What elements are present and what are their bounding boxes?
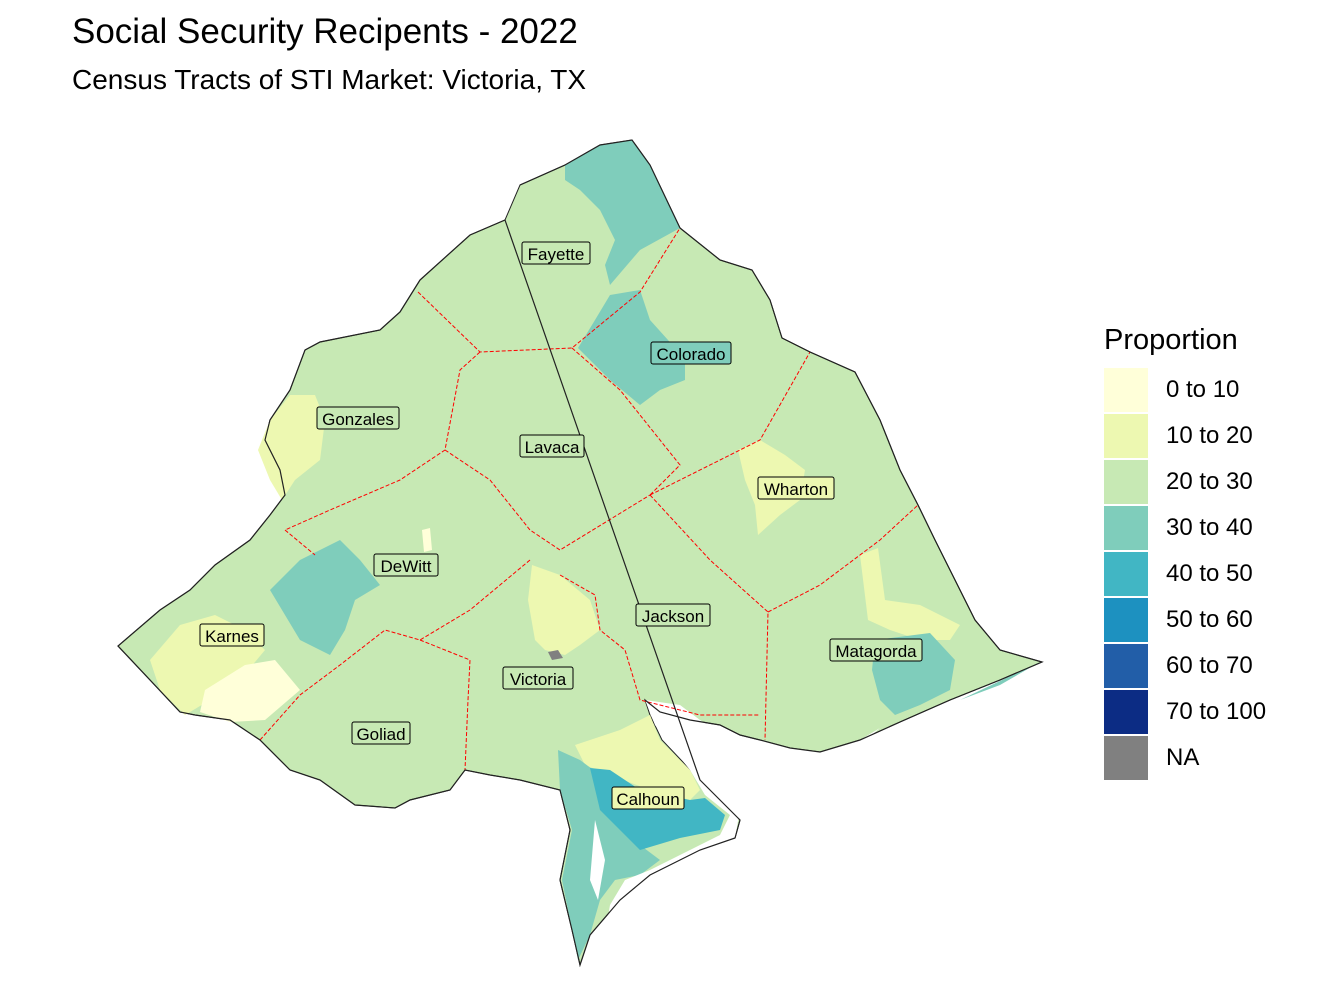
legend-item: 20 to 30 bbox=[1104, 460, 1324, 506]
tract-victoria-10to20 bbox=[528, 565, 600, 655]
label-jackson: Jackson bbox=[635, 603, 711, 627]
label-karnes: Karnes bbox=[199, 623, 265, 647]
county-borders bbox=[259, 227, 919, 771]
legend: Proportion 0 to 10 10 to 20 20 to 30 30 to … bbox=[1104, 322, 1324, 782]
label-wharton: Wharton bbox=[757, 476, 835, 500]
label-colorado-text: Colorado bbox=[657, 345, 726, 364]
map-title: Social Security Recipents - 2022 bbox=[72, 12, 578, 51]
label-matagorda: Matagorda bbox=[829, 638, 923, 662]
legend-item: 0 to 10 bbox=[1104, 368, 1324, 414]
tract-na bbox=[548, 650, 563, 660]
label-colorado: Colorado bbox=[650, 341, 732, 365]
legend-items: 0 to 10 10 to 20 20 to 30 30 to 40 40 to 50 5… bbox=[1104, 368, 1324, 782]
legend-swatch bbox=[1104, 690, 1148, 734]
legend-swatch bbox=[1104, 736, 1148, 780]
tract-colorado-30to40 bbox=[578, 290, 685, 405]
legend-label: 50 to 60 bbox=[1166, 606, 1253, 633]
map-outline bbox=[117, 139, 1044, 968]
tract-karnes-0to10 bbox=[200, 660, 300, 722]
legend-swatch bbox=[1104, 506, 1148, 550]
label-lavaca: Lavaca bbox=[519, 434, 585, 458]
legend-label: 60 to 70 bbox=[1166, 652, 1253, 679]
legend-item: 70 to 100 bbox=[1104, 690, 1324, 736]
legend-item: 50 to 60 bbox=[1104, 598, 1324, 644]
tract-matagorda-10to20 bbox=[860, 548, 960, 640]
legend-label: NA bbox=[1166, 744, 1200, 771]
label-lavaca-text: Lavaca bbox=[525, 438, 580, 457]
legend-item: 30 to 40 bbox=[1104, 506, 1324, 552]
bay-water bbox=[605, 700, 880, 935]
legend-item: 40 to 50 bbox=[1104, 552, 1324, 598]
tract-dewitt-30to40 bbox=[270, 540, 380, 655]
label-victoria-text: Victoria bbox=[510, 670, 567, 689]
legend-swatch bbox=[1104, 598, 1148, 642]
legend-swatch bbox=[1104, 552, 1148, 596]
county-labels: Fayette Colorado Gonzales Lavaca Wharton… bbox=[199, 241, 923, 810]
label-matagorda-text: Matagorda bbox=[835, 642, 917, 661]
bay-water-left bbox=[590, 820, 605, 900]
tract-gonzales-10to20 bbox=[258, 395, 325, 500]
label-dewitt: DeWitt bbox=[373, 553, 439, 577]
tract-fayette-30to40 bbox=[565, 140, 680, 285]
legend-title: Proportion bbox=[1104, 324, 1238, 356]
label-gonzales-text: Gonzales bbox=[322, 410, 394, 429]
label-victoria: Victoria bbox=[502, 666, 574, 690]
legend-label: 70 to 100 bbox=[1166, 698, 1267, 725]
label-fayette-text: Fayette bbox=[528, 245, 585, 264]
legend-label: 20 to 30 bbox=[1166, 468, 1253, 495]
legend-item: 10 to 20 bbox=[1104, 414, 1324, 460]
label-calhoun: Calhoun bbox=[611, 786, 685, 810]
label-wharton-text: Wharton bbox=[764, 480, 828, 499]
legend-item: NA bbox=[1104, 736, 1324, 782]
legend-label: 10 to 20 bbox=[1166, 422, 1253, 449]
legend-label: 0 to 10 bbox=[1166, 376, 1240, 403]
legend-swatch bbox=[1104, 368, 1148, 412]
label-dewitt-text: DeWitt bbox=[381, 557, 432, 576]
legend-swatch bbox=[1104, 460, 1148, 504]
legend-swatch bbox=[1104, 414, 1148, 458]
legend-item: 60 to 70 bbox=[1104, 644, 1324, 690]
label-gonzales: Gonzales bbox=[316, 406, 400, 430]
map-subtitle: Census Tracts of STI Market: Victoria, T… bbox=[72, 64, 587, 95]
legend-label: 30 to 40 bbox=[1166, 514, 1253, 541]
label-fayette: Fayette bbox=[521, 241, 591, 265]
legend-label: 40 to 50 bbox=[1166, 560, 1253, 587]
label-karnes-text: Karnes bbox=[205, 627, 259, 646]
legend-swatch bbox=[1104, 644, 1148, 688]
label-jackson-text: Jackson bbox=[642, 607, 704, 626]
tract-dewitt-0to10 bbox=[422, 528, 432, 552]
tract-calhoun-30to40 bbox=[558, 750, 660, 960]
tract-calhoun-10to20 bbox=[575, 715, 700, 800]
label-calhoun-text: Calhoun bbox=[616, 790, 679, 809]
label-goliad: Goliad bbox=[351, 721, 411, 745]
label-goliad-text: Goliad bbox=[356, 725, 405, 744]
